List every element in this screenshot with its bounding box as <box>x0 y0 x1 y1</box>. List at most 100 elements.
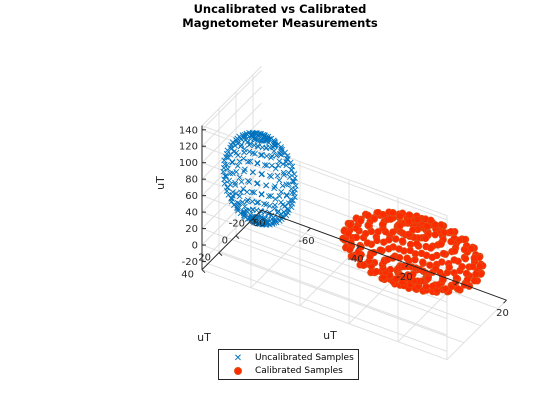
data-point-calibrated <box>460 245 469 254</box>
grid-line <box>201 228 448 320</box>
data-point-uncalibrated <box>259 171 265 177</box>
data-point-calibrated <box>405 211 413 219</box>
data-point-uncalibrated <box>279 182 286 189</box>
y-tick-label: 20 <box>198 253 211 264</box>
data-point-calibrated <box>364 221 372 230</box>
data-point-uncalibrated <box>244 196 251 203</box>
grid-line <box>201 185 262 246</box>
data-point-calibrated <box>431 221 439 229</box>
x-tick-mark <box>356 245 360 250</box>
data-point-calibrated <box>428 282 437 290</box>
x-marker-icon: ✕ <box>233 353 243 364</box>
data-point-uncalibrated <box>271 205 278 212</box>
data-point-uncalibrated <box>233 149 240 156</box>
data-point-uncalibrated <box>263 162 270 169</box>
data-point-calibrated <box>352 233 361 242</box>
data-point-calibrated <box>451 247 459 255</box>
data-point-uncalibrated <box>282 202 288 209</box>
data-point-calibrated <box>385 236 393 244</box>
data-point-uncalibrated <box>271 148 278 154</box>
data-point-uncalibrated <box>261 132 268 138</box>
data-point-uncalibrated <box>238 178 245 185</box>
data-point-uncalibrated <box>263 153 270 159</box>
y-tick-mark <box>252 218 257 223</box>
y-tick-mark <box>235 235 240 240</box>
data-point-uncalibrated <box>229 192 236 199</box>
data-point-calibrated <box>409 226 417 234</box>
data-point-uncalibrated <box>281 171 287 178</box>
data-point-uncalibrated <box>284 209 291 216</box>
z-axis-label: uT <box>154 176 167 190</box>
data-point-calibrated <box>395 245 403 253</box>
y-tick-label: 0 <box>222 236 228 247</box>
filled-circle-marker-icon <box>231 365 245 378</box>
data-point-uncalibrated <box>224 161 230 168</box>
data-point-uncalibrated <box>229 139 236 146</box>
data-point-uncalibrated <box>246 179 253 185</box>
grid-line <box>201 86 262 147</box>
data-point-uncalibrated <box>282 149 288 156</box>
data-point-uncalibrated <box>229 159 236 166</box>
data-point-calibrated <box>344 229 353 238</box>
data-point-calibrated <box>447 227 455 236</box>
data-point-uncalibrated <box>291 175 298 182</box>
data-point-uncalibrated <box>238 189 244 196</box>
data-point-uncalibrated <box>283 181 290 188</box>
data-point-uncalibrated <box>291 194 298 201</box>
data-point-uncalibrated <box>238 141 245 148</box>
legend[interactable]: ✕ Uncalibrated Samples Calibrated Sample… <box>218 349 359 380</box>
data-point-uncalibrated <box>249 131 256 138</box>
data-point-uncalibrated <box>283 162 290 169</box>
data-point-uncalibrated <box>261 134 267 140</box>
data-point-uncalibrated <box>276 193 283 199</box>
data-point-uncalibrated <box>233 204 240 211</box>
data-point-calibrated <box>356 217 365 225</box>
box-edge <box>201 65 262 127</box>
data-point-uncalibrated <box>287 159 294 166</box>
data-point-calibrated <box>445 263 453 272</box>
data-point-uncalibrated <box>238 135 244 142</box>
data-point-calibrated <box>441 285 450 293</box>
z-tick-label: 80 <box>185 175 198 186</box>
data-point-uncalibrated <box>245 158 251 165</box>
data-point-uncalibrated <box>228 195 235 202</box>
data-point-uncalibrated <box>290 178 296 185</box>
data-point-calibrated <box>437 240 445 248</box>
data-point-uncalibrated <box>232 142 238 149</box>
data-point-uncalibrated <box>263 201 270 208</box>
data-point-calibrated <box>389 228 397 236</box>
data-point-calibrated <box>468 262 477 271</box>
data-point-uncalibrated <box>288 204 295 211</box>
data-point-uncalibrated <box>278 188 285 195</box>
data-point-calibrated <box>472 270 480 278</box>
legend-label-uncalibrated: Uncalibrated Samples <box>255 353 354 363</box>
grid-line <box>201 102 262 164</box>
data-point-uncalibrated <box>233 168 240 175</box>
data-point-calibrated <box>361 229 370 238</box>
data-point-uncalibrated <box>292 186 298 193</box>
data-point-calibrated <box>463 275 472 284</box>
grid-line <box>218 252 465 344</box>
data-point-uncalibrated <box>265 139 272 146</box>
data-point-uncalibrated <box>244 198 250 205</box>
y-axis-line <box>201 209 262 271</box>
data-point-uncalibrated <box>236 174 243 181</box>
data-point-uncalibrated <box>221 176 228 183</box>
data-point-uncalibrated <box>229 170 236 177</box>
data-point-calibrated <box>370 215 378 223</box>
data-point-uncalibrated <box>222 173 228 179</box>
data-point-uncalibrated <box>244 135 251 142</box>
x-tick-mark <box>405 263 409 268</box>
data-point-uncalibrated <box>256 218 263 225</box>
data-point-uncalibrated <box>232 179 238 186</box>
z-tick-label: 140 <box>179 125 198 136</box>
z-tick-label: 20 <box>185 224 198 235</box>
data-point-calibrated <box>421 215 430 223</box>
data-point-calibrated <box>413 240 421 248</box>
legend-entry-calibrated[interactable]: Calibrated Samples <box>219 365 358 378</box>
legend-entry-uncalibrated[interactable]: ✕ Uncalibrated Samples <box>219 352 358 365</box>
data-point-uncalibrated <box>240 155 247 162</box>
data-point-calibrated <box>447 237 455 246</box>
legend-label-calibrated: Calibrated Samples <box>255 366 343 376</box>
